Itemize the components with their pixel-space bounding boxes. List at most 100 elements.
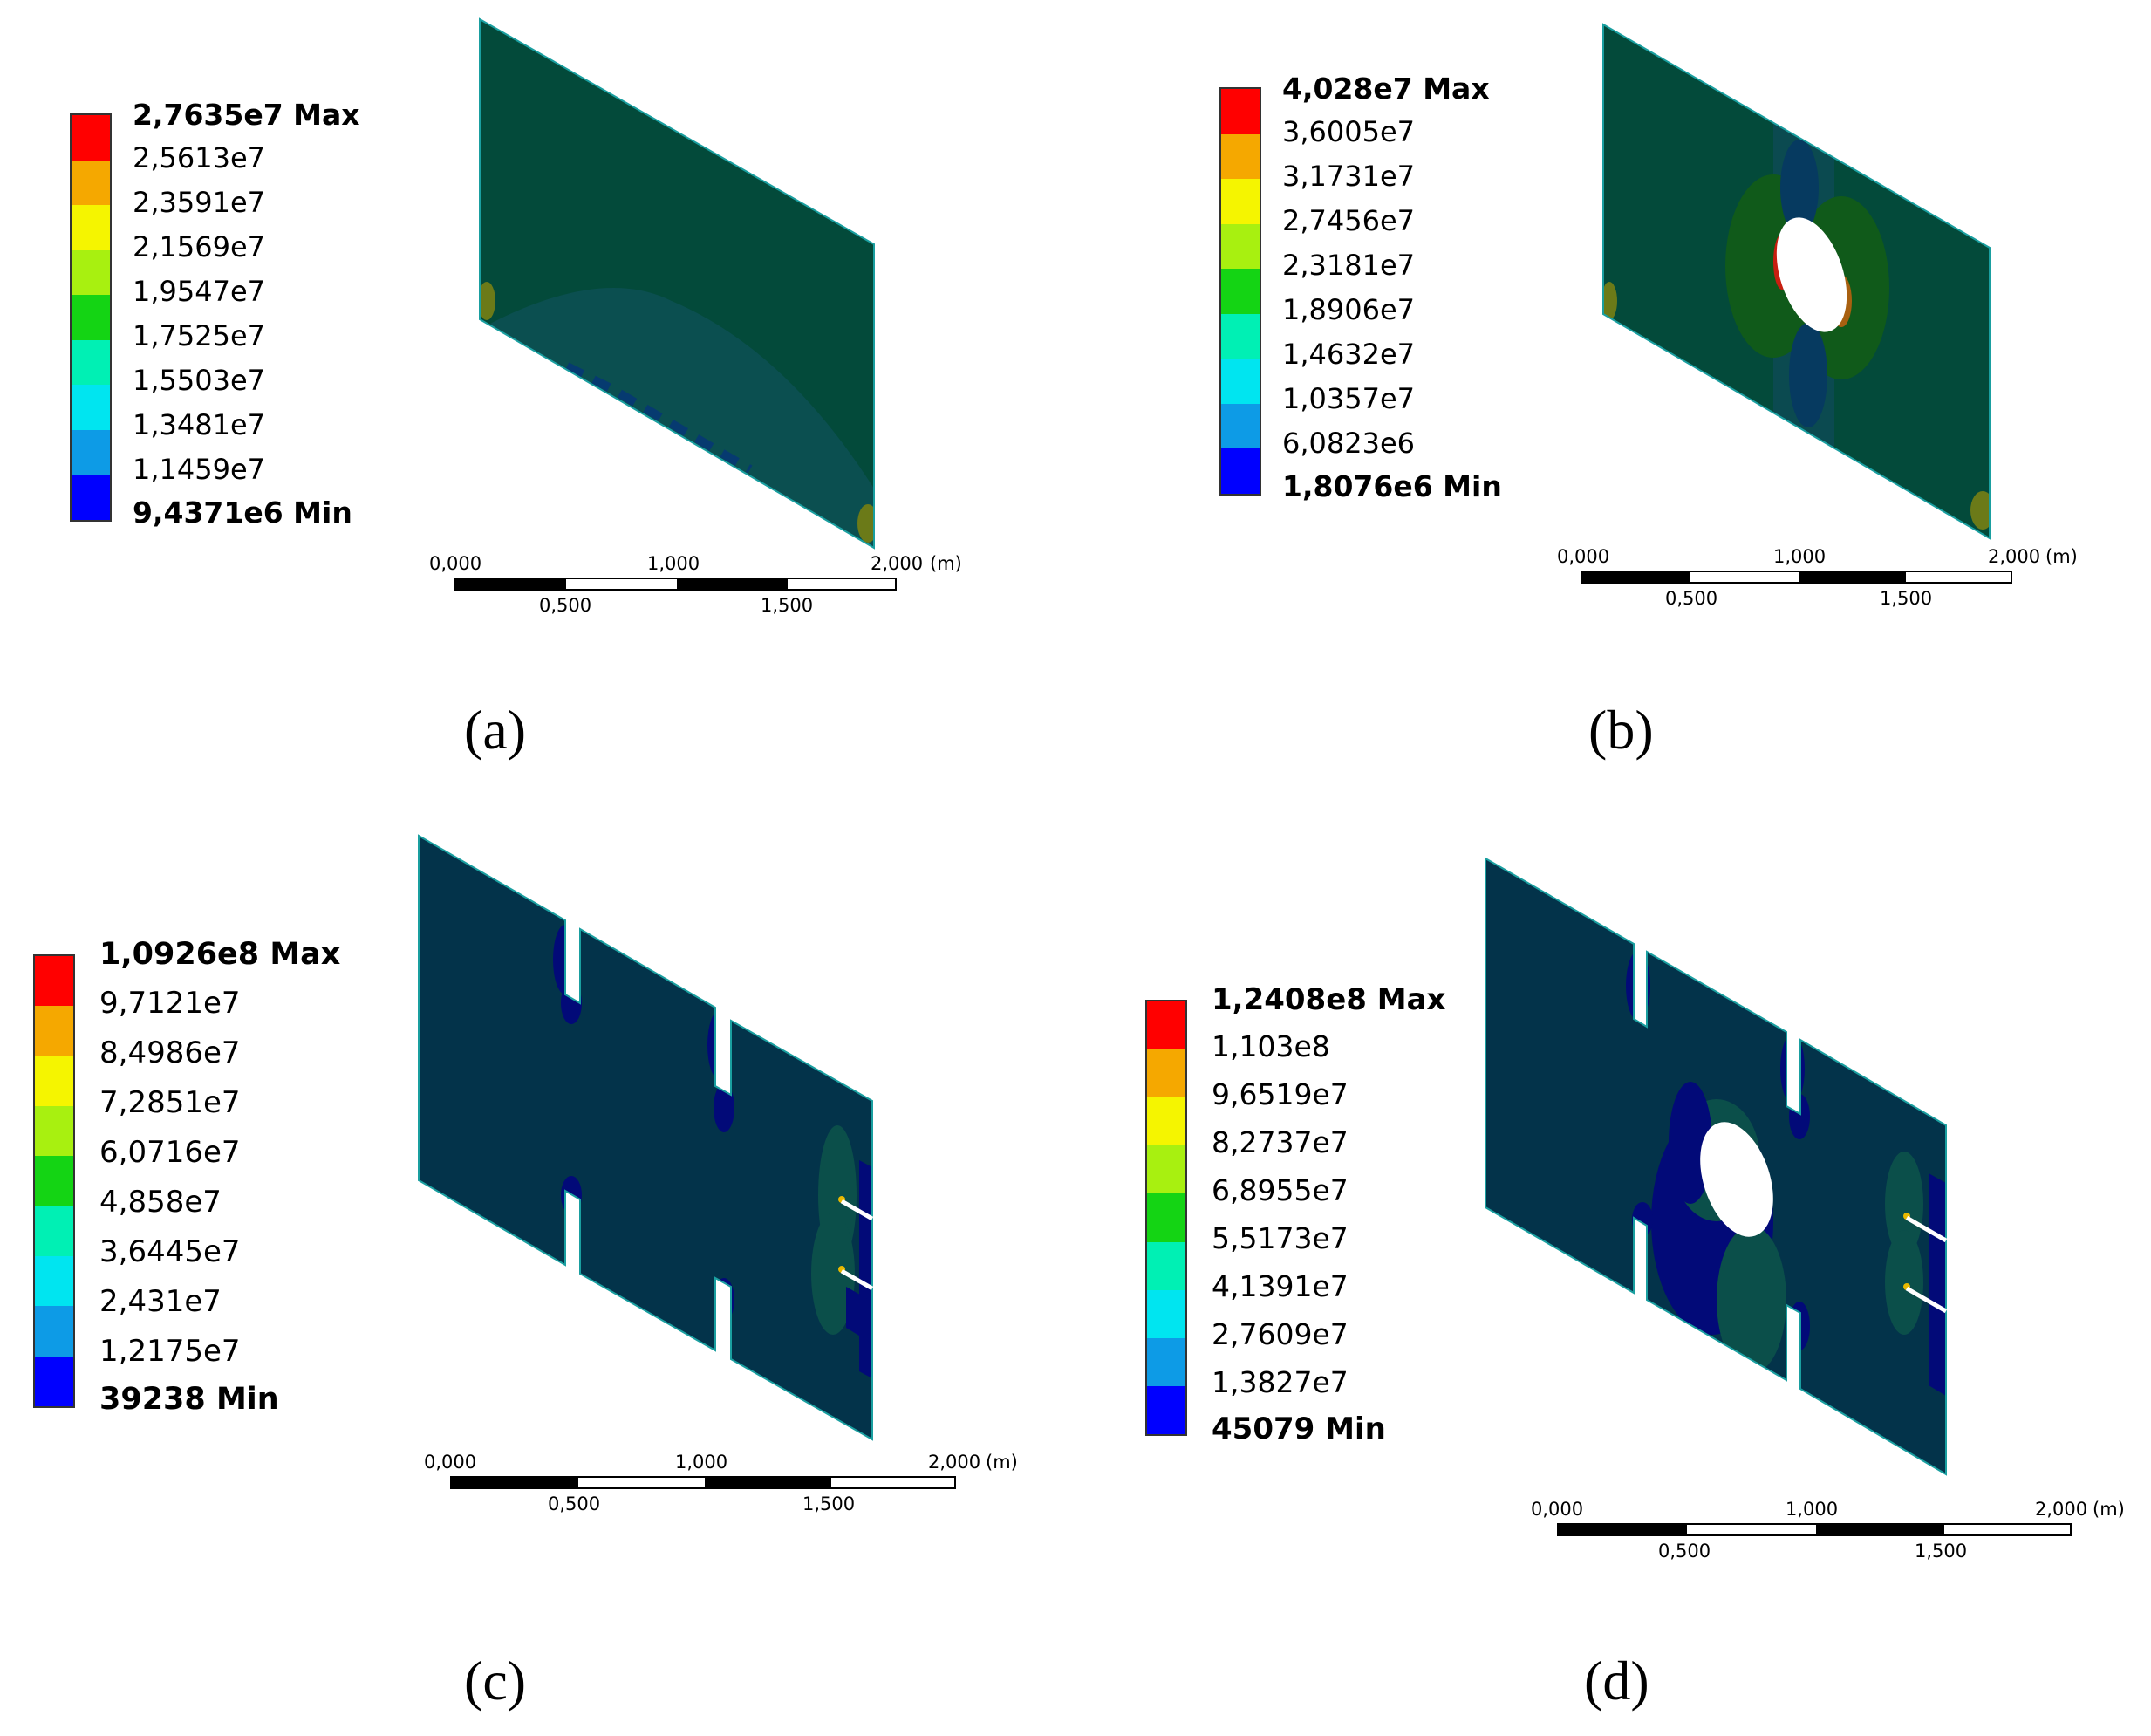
legend-label: 1,103e8 [1212,1029,1330,1063]
legend-swatch [35,1006,73,1056]
legend-label: 4,858e7 [99,1185,222,1220]
legend-swatch [35,1356,73,1406]
legend-label: 9,7121e7 [99,986,241,1021]
legend-swatch [72,295,110,340]
scale-tick-label: 1,000 [1786,1499,1839,1520]
panel-a: 2,7635e7 Max 2,5613e7 2,3591e7 2,1569e7 … [0,0,1076,785]
scale-tick-label: 0,000 [1531,1499,1584,1520]
legend-label: 2,5613e7 [133,141,266,174]
legend-swatch [1221,223,1260,270]
scale-unit: (m) [2045,546,2078,567]
legend-label: 2,3591e7 [133,186,266,219]
plate-model-a [479,17,875,550]
scale-bar [1557,1523,2072,1536]
legend-color-bar [33,954,75,1408]
legend-label: 5,5173e7 [1212,1221,1349,1255]
legend-label: 9,6519e7 [1212,1077,1349,1111]
legend-d: 1,2408e8 Max 1,103e8 9,6519e7 8,2737e7 6… [1145,982,1477,1446]
scale-bar-b: 0,000 1,000 2,000 (m) 0,500 1,500 [1538,546,2096,616]
legend-swatch [35,1306,73,1357]
legend-label: 1,5503e7 [133,364,266,397]
legend-label: 1,8906e7 [1282,293,1416,326]
scale-tick-label: 0,500 [539,595,592,616]
legend-swatch [72,115,110,161]
scale-bar-c: 0,000 1,000 2,000 (m) 0,500 1,500 [408,1452,1036,1521]
panel-b: 4,028e7 Max 3,6005e7 3,1731e7 2,7456e7 2… [1076,0,2151,785]
scale-tick-label: 1,000 [647,553,700,574]
legend-b: 4,028e7 Max 3,6005e7 3,1731e7 2,7456e7 2… [1219,72,1533,503]
legend-label: 1,7525e7 [133,319,266,352]
scale-tick-label: 2,000 [928,1452,981,1473]
legend-color-bar [1145,1000,1187,1436]
legend-label: 1,9547e7 [133,275,266,308]
caption-b: (b) [1588,699,1654,761]
legend-label: 1,3481e7 [133,408,266,441]
legend-label: 6,0716e7 [99,1135,241,1170]
legend-swatch [1147,1001,1185,1050]
legend-swatch [1221,359,1260,404]
scale-tick-label: 1,500 [761,595,814,616]
legend-label: 2,3181e7 [1282,249,1416,282]
legend-swatch [72,249,110,296]
legend-swatch [1221,403,1260,449]
legend-label: 3,1731e7 [1282,160,1416,193]
legend-label: 1,1459e7 [133,453,266,486]
panel-d: 1,2408e8 Max 1,103e8 9,6519e7 8,2737e7 6… [1076,785,2151,1736]
legend-label: 1,0357e7 [1282,382,1416,415]
legend-color-bar [1219,87,1261,496]
legend-label: 2,7609e7 [1212,1317,1349,1351]
legend-swatch [35,1206,73,1256]
legend-min-label: 45079 Min [1212,1411,1386,1446]
legend-max-label: 1,2408e8 Max [1212,982,1446,1017]
legend-min-label: 9,4371e6 Min [133,496,352,530]
scale-tick-label: 0,500 [1658,1541,1711,1562]
legend-label: 8,4986e7 [99,1035,241,1070]
legend-swatch [1221,133,1260,180]
caption-c: (c) [464,1650,527,1712]
legend-swatch [1221,313,1260,359]
scale-tick-label: 0,500 [1665,588,1718,609]
panel-c: 1,0926e8 Max 9,7121e7 8,4986e7 7,2851e7 … [0,785,1076,1736]
scale-bar-a: 0,000 1,000 2,000 (m) 0,500 1,500 [410,553,968,623]
legend-swatch [1147,1385,1185,1434]
scale-unit: (m) [986,1452,1018,1473]
legend-swatch [35,956,73,1007]
legend-swatch [1147,1145,1185,1194]
legend-swatch [35,1156,73,1206]
scale-bar [454,578,897,591]
legend-label: 6,8955e7 [1212,1173,1349,1207]
legend-color-bar [70,113,112,522]
legend-label: 2,7456e7 [1282,204,1416,237]
scale-tick-label: 1,000 [1773,546,1827,567]
scale-bar-d: 0,000 1,000 2,000 (m) 0,500 1,500 [1513,1499,2141,1569]
legend-swatch [35,1106,73,1157]
scale-bar [450,1476,956,1489]
legend-swatch [72,339,110,386]
legend-swatch [1147,1193,1185,1242]
scale-tick-label: 0,000 [429,553,482,574]
scale-tick-label: 0,000 [1557,546,1610,567]
legend-swatch [1221,269,1260,314]
scale-bar [1581,571,2012,584]
legend-swatch [1221,89,1260,134]
legend-c: 1,0926e8 Max 9,7121e7 8,4986e7 7,2851e7 … [33,937,365,1417]
legend-max-label: 4,028e7 Max [1282,72,1490,106]
legend-min-label: 39238 Min [99,1382,279,1417]
scale-tick-label: 1,500 [1880,588,1933,609]
plate-model-d [1485,857,1948,1476]
legend-max-label: 1,0926e8 Max [99,937,341,972]
scale-tick-label: 1,000 [675,1452,728,1473]
legend-a: 2,7635e7 Max 2,5613e7 2,3591e7 2,1569e7 … [70,98,384,530]
legend-swatch [1147,1337,1185,1386]
legend-swatch [1221,179,1260,224]
plate-model-c [418,834,874,1441]
legend-label: 4,1391e7 [1212,1269,1349,1303]
legend-label: 1,3827e7 [1212,1365,1349,1399]
legend-label: 2,1569e7 [133,230,266,263]
caption-d: (d) [1584,1650,1649,1712]
legend-label: 8,2737e7 [1212,1125,1349,1159]
legend-swatch [1147,1097,1185,1146]
scale-tick-label: 1,500 [1915,1541,1968,1562]
scale-unit: (m) [930,553,962,574]
legend-swatch [72,205,110,250]
